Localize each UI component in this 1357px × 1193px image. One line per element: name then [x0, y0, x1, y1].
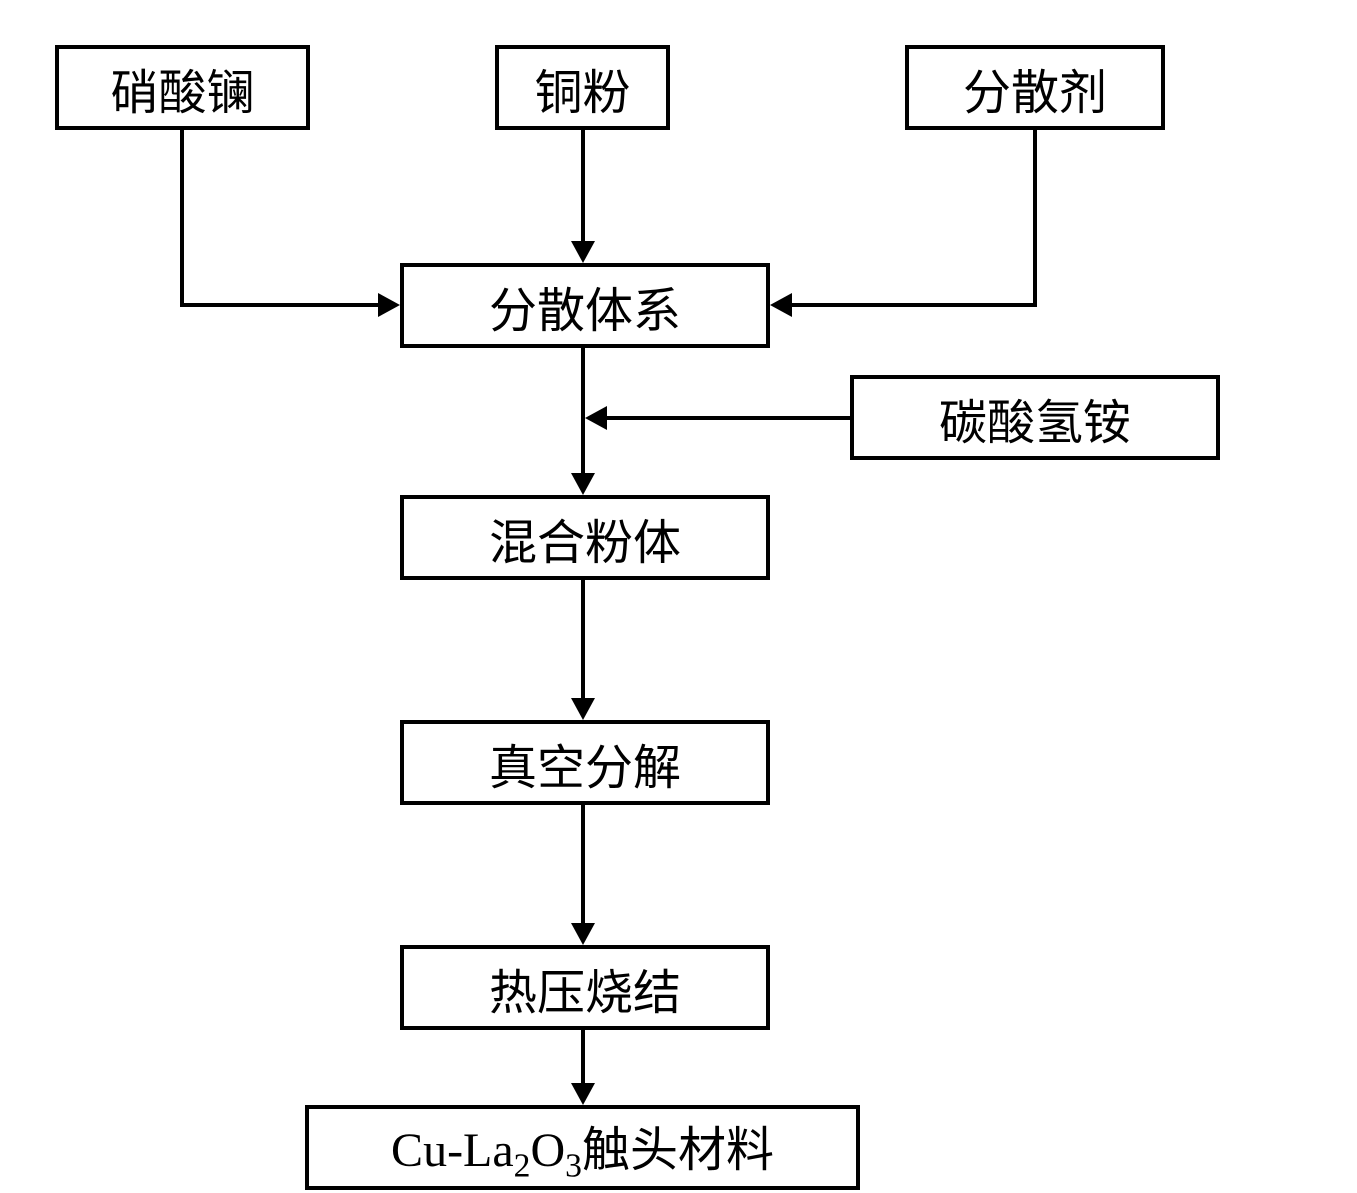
node-label: 热压烧结 — [489, 953, 681, 1023]
node-label: 混合粉体 — [489, 503, 681, 573]
node-label: 分散体系 — [489, 271, 681, 341]
node-ammonium-bicarbonate: 碳酸氢铵 — [850, 375, 1220, 460]
node-label: 分散剂 — [963, 53, 1107, 123]
node-dispersant: 分散剂 — [905, 45, 1165, 130]
node-label: 硝酸镧 — [110, 53, 254, 123]
edge-line — [581, 805, 585, 923]
arrow-head-icon — [571, 241, 595, 263]
arrow-head-icon — [571, 923, 595, 945]
node-mixed-powder: 混合粉体 — [400, 495, 770, 580]
edge-line — [180, 130, 184, 305]
node-product: Cu-La2O3触头材料 — [305, 1105, 860, 1190]
node-label: 碳酸氢铵 — [939, 383, 1131, 453]
arrow-head-icon — [378, 293, 400, 317]
node-label: 真空分解 — [489, 728, 681, 798]
arrow-head-icon — [571, 698, 595, 720]
node-dispersion: 分散体系 — [400, 263, 770, 348]
node-vacuum: 真空分解 — [400, 720, 770, 805]
arrow-head-icon — [571, 473, 595, 495]
node-lanthanum-nitrate: 硝酸镧 — [55, 45, 310, 130]
arrow-head-icon — [585, 406, 607, 430]
arrow-head-icon — [571, 1083, 595, 1105]
node-sinter: 热压烧结 — [400, 945, 770, 1030]
edge-line — [1033, 130, 1037, 305]
edge-line — [180, 303, 378, 307]
edge-line — [581, 130, 585, 241]
edge-line — [581, 580, 585, 698]
edge-line — [581, 1030, 585, 1083]
node-copper-powder: 铜粉 — [495, 45, 670, 130]
edge-line — [607, 416, 850, 420]
node-label: 铜粉 — [534, 53, 630, 123]
edge-line — [792, 303, 1037, 307]
arrow-head-icon — [770, 293, 792, 317]
node-label: Cu-La2O3触头材料 — [391, 1110, 774, 1186]
